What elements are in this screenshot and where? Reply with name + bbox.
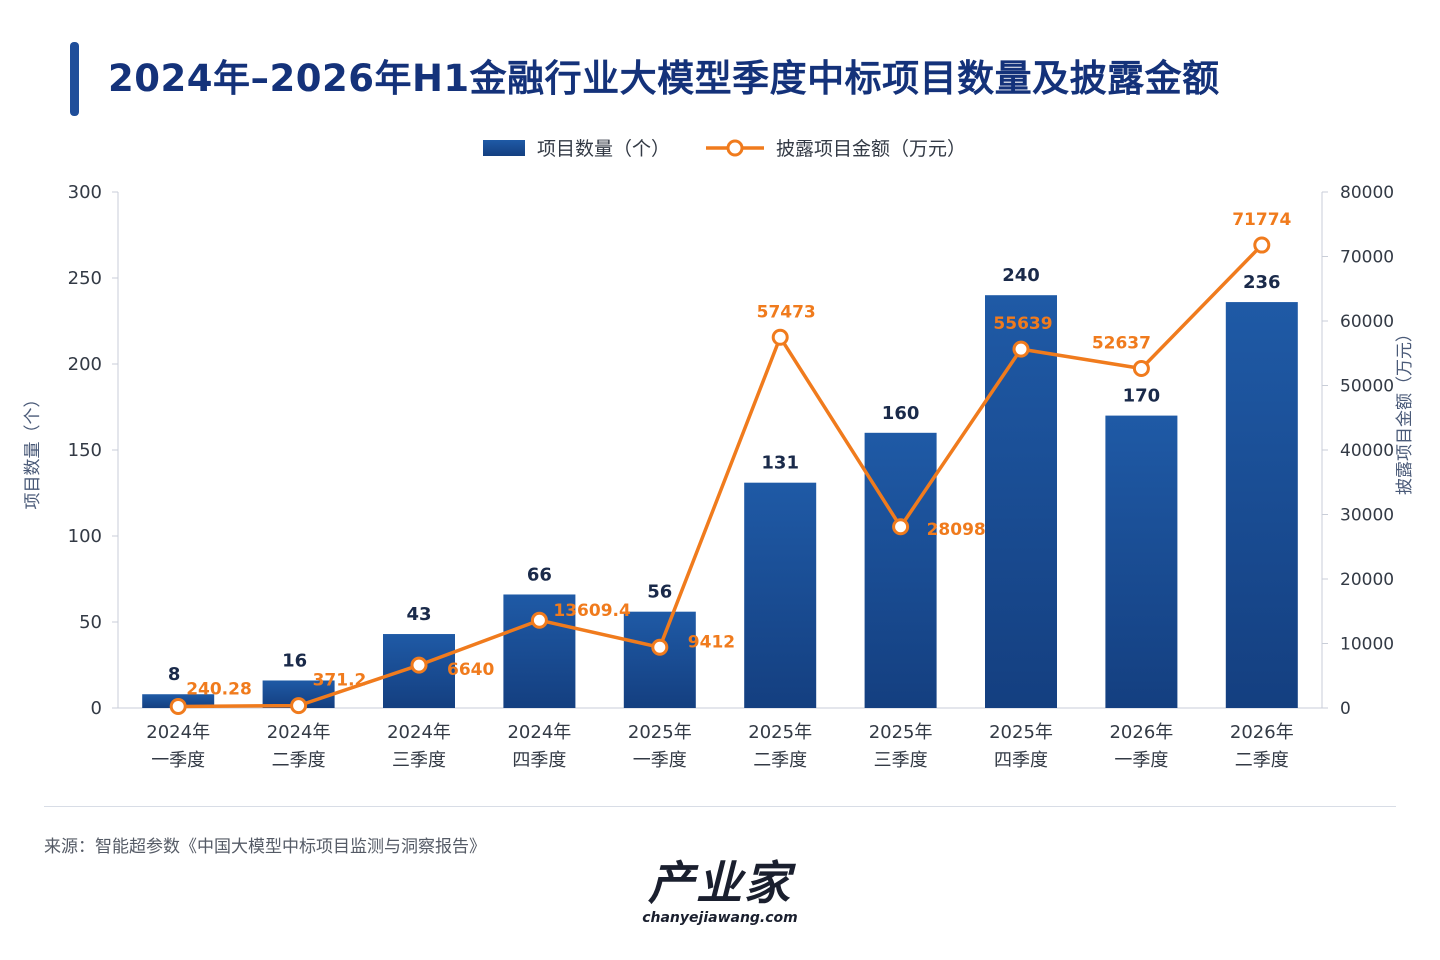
y-left-tick-label: 0 [91,698,102,719]
x-tick-label-year: 2024年 [267,722,331,743]
line-data-label: 13609.4 [553,601,631,621]
y-right-tick-label: 70000 [1340,248,1394,268]
x-tick-label-quarter: 四季度 [994,750,1048,771]
line-point [169,697,187,715]
x-tick-label-year: 2024年 [146,722,210,743]
bar [864,432,937,708]
y-right-tick-label: 80000 [1340,183,1394,203]
y-right-tick-label: 30000 [1340,506,1394,526]
y-right-tick-label: 0 [1340,699,1351,719]
bar-data-label: 43 [406,604,431,625]
line-data-label: 9412 [688,632,735,652]
legend-swatch-marker [726,139,744,157]
bar-data-label: 160 [882,403,920,424]
line-point [771,328,789,346]
y-left-tick-label: 200 [68,354,102,375]
y-right-axis-title: 披露项目金额（万元） [1395,325,1415,495]
x-tick-label-quarter: 四季度 [512,750,566,771]
x-tick-label-year: 2025年 [628,722,692,743]
logo-text: 产业家 [648,856,792,910]
bar [1225,302,1298,708]
chart: 0 50 100 150 200 250 300 0 10000 20000 30000 40000 5… [23,138,1415,771]
x-tick-label-quarter: 一季度 [633,750,687,771]
y-left-axis-title: 项目数量（个） [23,391,43,510]
y-left-tick-label: 100 [68,526,102,547]
y-left-tick-label: 250 [68,268,102,289]
bar-data-label: 16 [282,650,307,671]
title-accent-bar [70,42,79,116]
bar [1105,415,1178,708]
x-tick-label-year: 2024年 [387,722,451,743]
line-point [530,611,548,629]
x-tick-label-year: 2026年 [1230,722,1294,743]
bar-data-label: 240 [1002,265,1040,286]
bar-data-label: 56 [647,582,672,603]
x-tick-label-quarter: 一季度 [1114,750,1168,771]
line-data-label: 55639 [993,314,1052,334]
source-note: 来源：智能超参数《中国大模型中标项目监测与洞察报告》 [44,837,486,857]
line-data-label: 71774 [1232,210,1291,230]
x-tick-label-year: 2024年 [507,722,571,743]
bar-data-label: 236 [1243,272,1281,293]
x-tick-label-quarter: 三季度 [874,750,928,771]
x-tick-label-quarter: 二季度 [1235,750,1289,771]
line-point [290,697,308,715]
line-point [1132,359,1150,377]
brand-logo: 产业家 chanyejiawang.com [620,856,820,926]
y-right-tick-label: 40000 [1340,441,1394,461]
line-point [892,518,910,536]
bar-data-label: 131 [761,453,799,474]
y-right-tick-label: 10000 [1340,635,1394,655]
x-tick-label-year: 2025年 [869,722,933,743]
legend-label-line: 披露项目金额（万元） [776,138,966,160]
line-series-amount [178,243,1264,709]
page-title: 2024年–2026年H1金融行业大模型季度中标项目数量及披露金额 [108,57,1220,100]
line-data-label: 57473 [757,302,816,322]
y-right-tick-label: 20000 [1340,570,1394,590]
bar [985,295,1057,708]
y-left-tick-label: 50 [79,612,102,633]
line-data-label: 28098 [927,520,986,540]
bar-data-label: 8 [168,664,181,685]
line-data-label: 240.28 [186,679,252,699]
footer-divider [44,806,1396,807]
y-left-tick-label: 300 [68,182,102,203]
line-data-label: 6640 [447,660,494,680]
x-tick-label-year: 2025年 [989,722,1053,743]
line-point [1012,340,1030,358]
legend-label-bar: 项目数量（个） [537,138,670,160]
line-point [410,656,428,674]
x-tick-label-quarter: 二季度 [753,750,807,771]
y-left-tick-label: 150 [68,440,102,461]
bar-data-label: 66 [527,564,552,585]
logo-url: chanyejiawang.com [642,910,798,926]
bar-data-label: 170 [1123,386,1161,407]
x-tick-label-quarter: 三季度 [392,750,446,771]
x-tick-label-year: 2025年 [748,722,812,743]
line-point [1253,236,1271,254]
x-tick-label-quarter: 一季度 [151,750,205,771]
line-data-label: 52637 [1092,333,1151,353]
x-tick-label-year: 2026年 [1109,722,1173,743]
bar [623,611,696,708]
bar [744,482,817,708]
y-right-tick-label: 60000 [1340,312,1394,332]
line-point [651,638,669,656]
legend-swatch-bar [483,140,525,156]
line-data-label: 371.2 [313,671,367,691]
y-right-tick-label: 50000 [1340,377,1394,397]
x-tick-label-quarter: 二季度 [272,750,326,771]
